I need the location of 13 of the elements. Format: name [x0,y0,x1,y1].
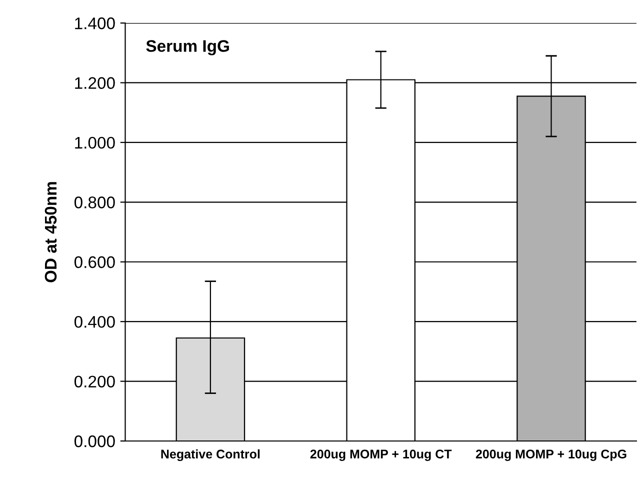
x-tick-label: Negative Control [161,449,260,462]
y-tick-label: 1.000 [75,136,115,149]
y-tick-label: 0.600 [74,256,115,268]
y-axis-title: OD at 450nm [44,182,57,282]
text: Serum IgG [146,40,229,56]
y-tick-label: 0.000 [74,435,115,448]
y-tick-label: 0.800 [74,196,115,208]
x-tick-label: 200ug MOMP + 10ug CT [310,450,452,461]
x-tick-label: 200ug MOMP + 10ug CpG [476,450,626,461]
y-tick-label: 1.400 [75,17,115,30]
y-tick-label: 0.400 [74,316,115,328]
y-tick-label: 1.200 [75,77,115,89]
y-tick-label: 0.200 [74,376,115,388]
